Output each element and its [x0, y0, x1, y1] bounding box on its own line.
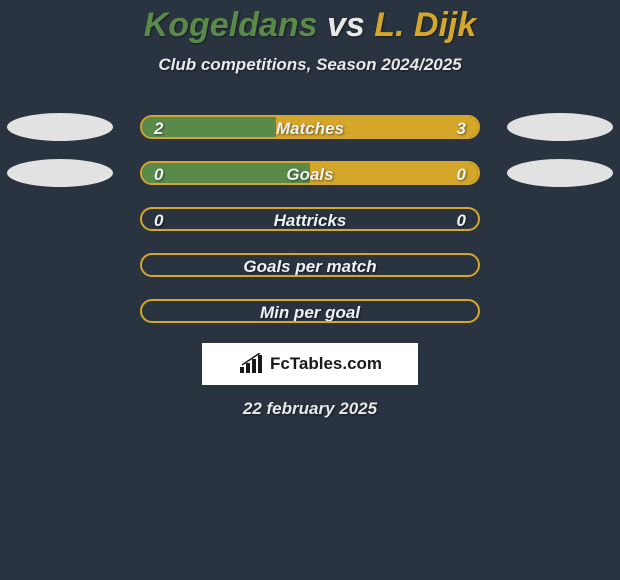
title-player2: L. Dijk: [374, 6, 476, 44]
stat-label: Goals: [142, 163, 478, 185]
player1-badge: [7, 113, 113, 141]
stat-bar: Goals per match: [140, 253, 480, 277]
stat-label: Matches: [142, 117, 478, 139]
stat-row: 00Hattricks: [0, 205, 620, 233]
player2-badge: [507, 159, 613, 187]
title-player1: Kogeldans: [144, 6, 318, 44]
infographic-container: Kogeldans vs L. Dijk Club competitions, …: [0, 0, 620, 580]
brand-box: FcTables.com: [202, 343, 418, 385]
brand-chart-icon: [238, 353, 266, 375]
stat-label: Min per goal: [142, 301, 478, 323]
brand-text: FcTables.com: [270, 354, 382, 374]
subtitle: Club competitions, Season 2024/2025: [0, 55, 620, 75]
stat-rows: 23Matches 00Goals 00Hattricks Goals per mat…: [0, 113, 620, 325]
title: Kogeldans vs L. Dijk: [0, 0, 620, 45]
stat-bar: 00Goals: [140, 161, 480, 185]
stat-bar: 23Matches: [140, 115, 480, 139]
player2-badge: [507, 113, 613, 141]
stat-label: Goals per match: [142, 255, 478, 277]
stat-bar: Min per goal: [140, 299, 480, 323]
stat-row: 23Matches: [0, 113, 620, 141]
stat-label: Hattricks: [142, 209, 478, 231]
stat-row: Goals per match: [0, 251, 620, 279]
stat-row: Min per goal: [0, 297, 620, 325]
stat-bar: 00Hattricks: [140, 207, 480, 231]
title-vs: vs: [327, 6, 365, 44]
date-text: 22 february 2025: [0, 399, 620, 419]
player1-badge: [7, 159, 113, 187]
stat-row: 00Goals: [0, 159, 620, 187]
